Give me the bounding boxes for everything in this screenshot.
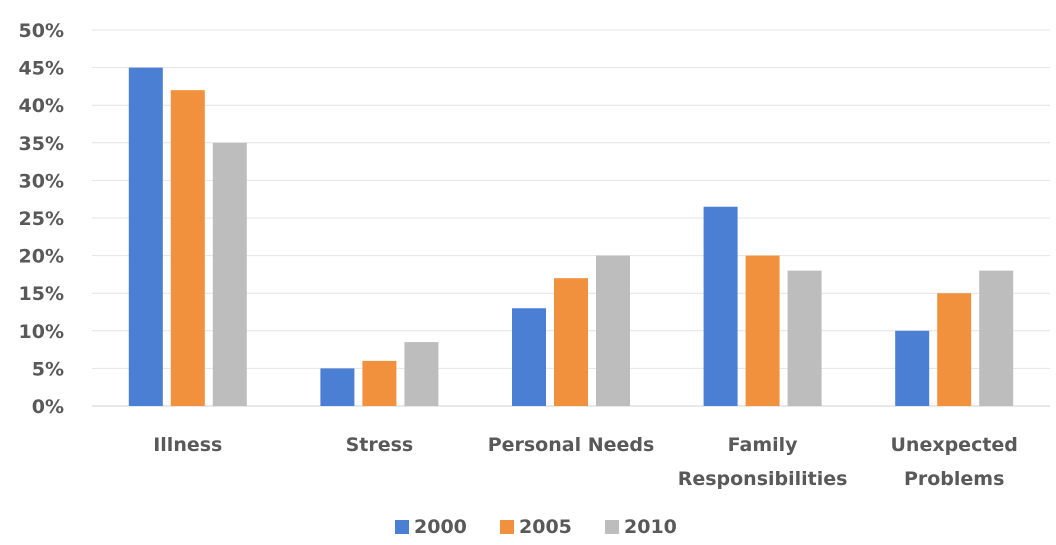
legend-swatch [500,520,514,534]
category-label: Responsibilities [678,468,848,490]
bar-2005 [937,293,972,406]
y-tick-label: 10% [19,321,64,343]
bars [128,67,1014,407]
bar-2010 [787,270,822,406]
category-label: Stress [346,434,414,456]
bar-2000 [703,206,738,406]
bar-2010 [212,142,247,407]
bar-2010 [404,342,439,406]
bar-2000 [320,368,355,406]
legend-label: 2005 [519,516,572,538]
bar-2005 [362,360,397,406]
bar-2010 [596,255,630,406]
y-tick-label: 50% [19,20,64,42]
y-tick-label: 0% [32,396,64,418]
legend-label: 2010 [624,516,677,538]
bar-2010 [979,270,1014,406]
bar-2000 [128,67,163,406]
y-tick-label: 15% [19,283,64,305]
y-tick-label: 20% [19,246,64,268]
y-tick-label: 45% [19,58,64,80]
legend: 2000 2005 2010 [395,516,677,538]
legend-swatch [605,520,619,534]
y-tick-label: 30% [19,170,64,192]
bar-2005 [170,90,205,406]
bar-2005 [745,255,780,406]
y-tick-label: 5% [32,358,64,380]
category-label: Problems [904,468,1004,490]
bar-2000 [512,308,546,406]
y-tick-label: 35% [19,133,64,155]
category-label: Unexpected [890,434,1017,456]
category-labels: Illness Stress Personal Needs Family Respons… [153,434,1018,490]
y-tick-label: 40% [19,95,64,117]
legend-label: 2000 [414,516,467,538]
category-label: Family [728,434,799,456]
bar-2005 [554,278,588,406]
category-label: Personal Needs [488,434,655,456]
y-axis-ticks: 0% 5% 10% 15% 20% 25% 30% 35% 40% 45% 50% [19,20,64,418]
bar-2000 [895,330,930,406]
gridlines [92,29,1050,407]
y-tick-label: 25% [19,208,64,230]
legend-swatch [395,520,409,534]
category-label: Illness [153,434,222,456]
